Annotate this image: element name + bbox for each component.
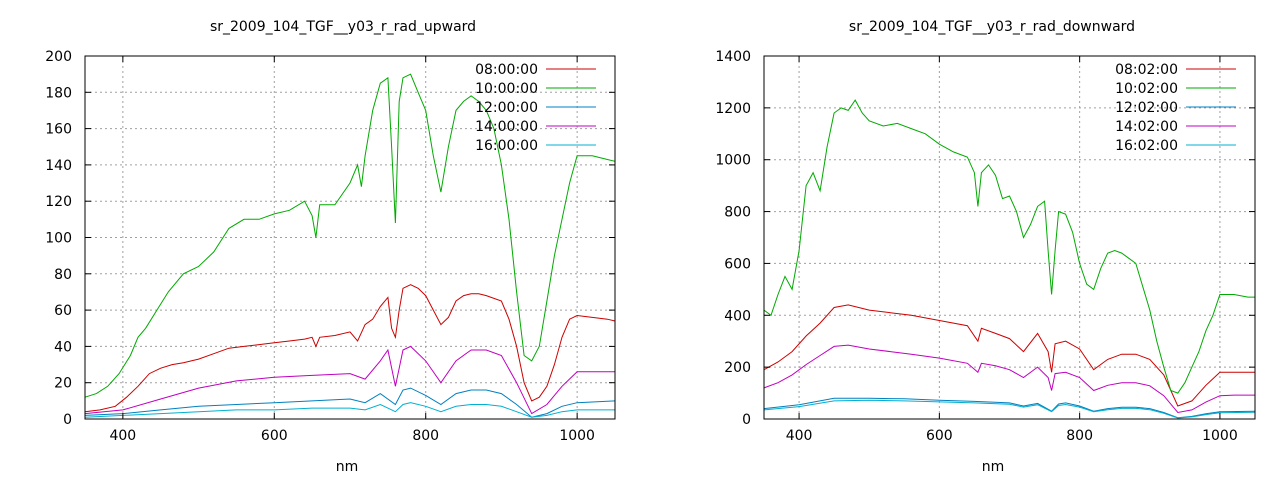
legend-label: 10:00:00 bbox=[475, 81, 538, 97]
y-tick-label: 0 bbox=[742, 412, 751, 428]
chart-1: 400 600 800 1000 0 20 40 60 80 100 120 140 160 180 200… bbox=[45, 19, 616, 475]
x-tick-label: 400 bbox=[109, 428, 136, 444]
legend-label: 14:02:00 bbox=[1115, 119, 1178, 135]
y-tick-label: 180 bbox=[45, 85, 72, 101]
y-tick-label: 1000 bbox=[715, 153, 751, 169]
legend-label: 14:00:00 bbox=[475, 119, 538, 135]
series-line-1 bbox=[763, 304, 1255, 407]
x-tick-label: 600 bbox=[261, 428, 288, 444]
y-tick-label: 120 bbox=[45, 194, 72, 210]
series-line-4 bbox=[84, 345, 615, 415]
series-line-5 bbox=[763, 399, 1256, 419]
chart-2: 400 600 800 1000 0 200 400 600 800 1000 1200 1400 sr… bbox=[715, 19, 1256, 475]
legend-label: 12:00:00 bbox=[475, 100, 538, 116]
x-axis-label: nm bbox=[336, 459, 359, 475]
x-tick-label: 1000 bbox=[1202, 428, 1238, 444]
y-tick-label: 400 bbox=[724, 308, 751, 324]
y-tick-label: 80 bbox=[54, 267, 72, 283]
legend-label: 16:00:00 bbox=[475, 138, 538, 154]
y-tick-label: 1200 bbox=[715, 101, 751, 117]
y-tick-label: 20 bbox=[54, 376, 72, 392]
series-line-4 bbox=[763, 344, 1255, 414]
y-tick-label: 200 bbox=[45, 49, 72, 65]
y-tick-label: 600 bbox=[724, 256, 751, 272]
y-tick-label: 160 bbox=[45, 122, 72, 138]
x-tick-label: 600 bbox=[926, 428, 953, 444]
x-tick-label: 800 bbox=[1066, 428, 1093, 444]
y-tick-label: 0 bbox=[63, 412, 72, 428]
series-line-1 bbox=[84, 284, 616, 413]
y-tick-label: 60 bbox=[54, 303, 72, 319]
series-line-5 bbox=[84, 402, 615, 418]
y-tick-label: 140 bbox=[45, 158, 72, 174]
legend-label: 08:02:00 bbox=[1115, 62, 1178, 78]
legend-label: 12:02:00 bbox=[1115, 100, 1178, 116]
legend-label: 16:02:00 bbox=[1115, 138, 1178, 154]
x-axis-label: nm bbox=[982, 459, 1005, 475]
y-tick-label: 40 bbox=[54, 339, 72, 355]
series-line-3 bbox=[84, 387, 616, 418]
chart-title: sr_2009_104_TGF__y03_r_rad_downward bbox=[849, 19, 1135, 35]
y-tick-label: 800 bbox=[724, 205, 751, 221]
legend-label: 10:02:00 bbox=[1115, 81, 1178, 97]
chart-title: sr_2009_104_TGF__y03_r_rad_upward bbox=[210, 19, 476, 35]
y-tick-label: 1400 bbox=[715, 49, 751, 65]
plot-frame bbox=[763, 55, 1256, 420]
x-tick-label: 400 bbox=[786, 428, 813, 444]
x-tick-label: 1000 bbox=[559, 428, 595, 444]
series-line-2 bbox=[763, 99, 1255, 394]
series-line-2 bbox=[84, 73, 616, 398]
x-tick-label: 800 bbox=[412, 428, 439, 444]
y-tick-label: 200 bbox=[724, 360, 751, 376]
legend-label: 08:00:00 bbox=[475, 62, 538, 78]
y-tick-label: 100 bbox=[45, 231, 72, 247]
